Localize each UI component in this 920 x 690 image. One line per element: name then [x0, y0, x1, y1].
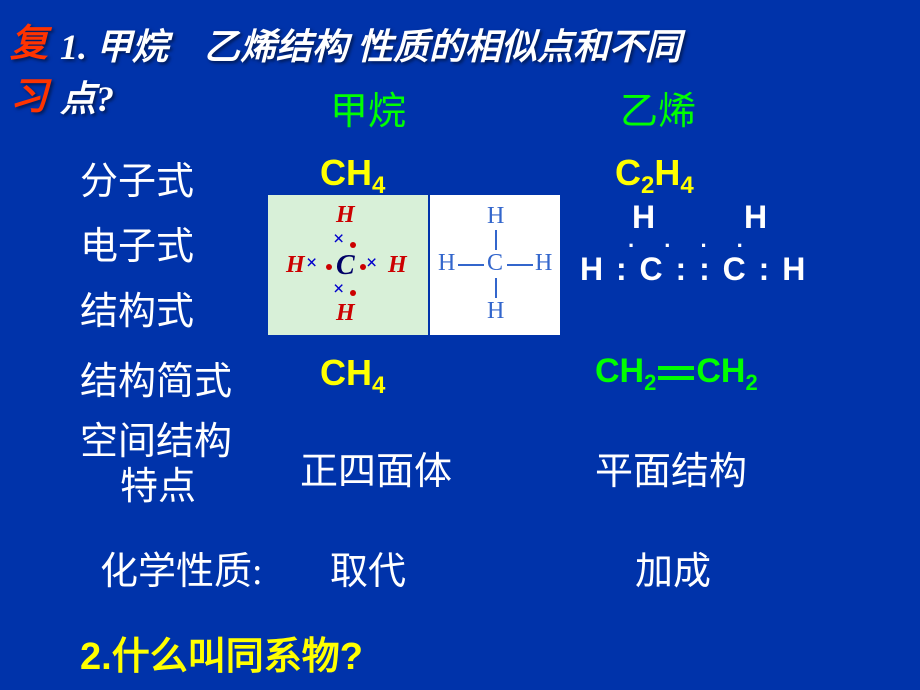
bond-line [495, 278, 497, 298]
ethylene-spatial: 平面结构 [595, 440, 747, 495]
review-label-char1: 复 [10, 12, 48, 67]
condensed-ethylene-left: CH [595, 352, 644, 390]
double-bond-icon [656, 365, 696, 381]
label-spatial-line2: 特点 [120, 455, 196, 510]
label-electron: 电子式 [80, 215, 194, 270]
bond-line [495, 230, 497, 250]
header-methane: 甲烷 [330, 80, 406, 135]
question1-line2: 点? [60, 70, 114, 122]
struct-h-left: H [438, 250, 455, 277]
lewis-h-top: H [336, 202, 355, 229]
methane-lewis-box: C H H H H × × × × [268, 195, 428, 335]
label-condensed: 结构简式 [80, 350, 232, 405]
methane-struct-box: C H H H H [430, 195, 560, 335]
methane-condensed-formula: CH4 [320, 352, 385, 400]
question1-line1: 1. 甲烷 乙烯结构 性质的相似点和不同 [60, 18, 681, 70]
lewis-h-right: H [388, 252, 407, 279]
condensed-methane-sub: 4 [372, 372, 385, 399]
lewis-h-left: H [286, 252, 305, 279]
struct-c: C [487, 250, 503, 277]
dot-icon [350, 290, 356, 296]
cross-icon: × [333, 228, 344, 251]
label-molecular: 分子式 [80, 150, 194, 205]
question2: 2.什么叫同系物? [80, 625, 363, 680]
cross-icon: × [366, 252, 377, 275]
dot-icon [326, 264, 332, 270]
struct-h-bottom: H [487, 298, 504, 325]
methane-spatial: 正四面体 [300, 440, 452, 495]
ethylene-condensed-formula: CH2CH2 [595, 352, 758, 396]
label-chemical: 化学性质: [100, 540, 263, 595]
methane-lewis-diagram: C H H H H × × × × [278, 200, 418, 330]
struct-h-top: H [487, 203, 504, 230]
ethylene-lewis-structure: H H . . . . H : C : : C : H [580, 195, 807, 292]
methane-chemical: 取代 [330, 540, 406, 595]
lewis-h-bottom: H [336, 300, 355, 327]
methane-struct-diagram: C H H H H [435, 200, 555, 330]
condensed-ethylene-sub2: 2 [745, 370, 757, 395]
bond-line [458, 264, 484, 266]
label-structural: 结构式 [80, 280, 194, 335]
ethylene-formula-c: C [615, 152, 641, 193]
bond-line [507, 264, 533, 266]
review-label-char2: 习 [10, 65, 48, 120]
condensed-ethylene-right: CH [696, 352, 745, 390]
condensed-ethylene-sub1: 2 [644, 370, 656, 395]
cross-icon: × [306, 252, 317, 275]
methane-formula-text: CH [320, 152, 372, 193]
ethylene-formula-h: H [654, 152, 680, 193]
struct-h-right: H [535, 250, 552, 277]
condensed-methane-text: CH [320, 352, 372, 393]
ethylene-molecular-formula: C2H4 [615, 152, 694, 200]
dot-icon [350, 242, 356, 248]
dot-icon [360, 264, 366, 270]
methane-molecular-formula: CH4 [320, 152, 385, 200]
ethylene-chemical: 加成 [635, 540, 711, 595]
cross-icon: × [333, 278, 344, 301]
ethylene-lewis-main: H : C : : C : H [580, 247, 807, 292]
header-ethylene: 乙烯 [620, 80, 696, 135]
